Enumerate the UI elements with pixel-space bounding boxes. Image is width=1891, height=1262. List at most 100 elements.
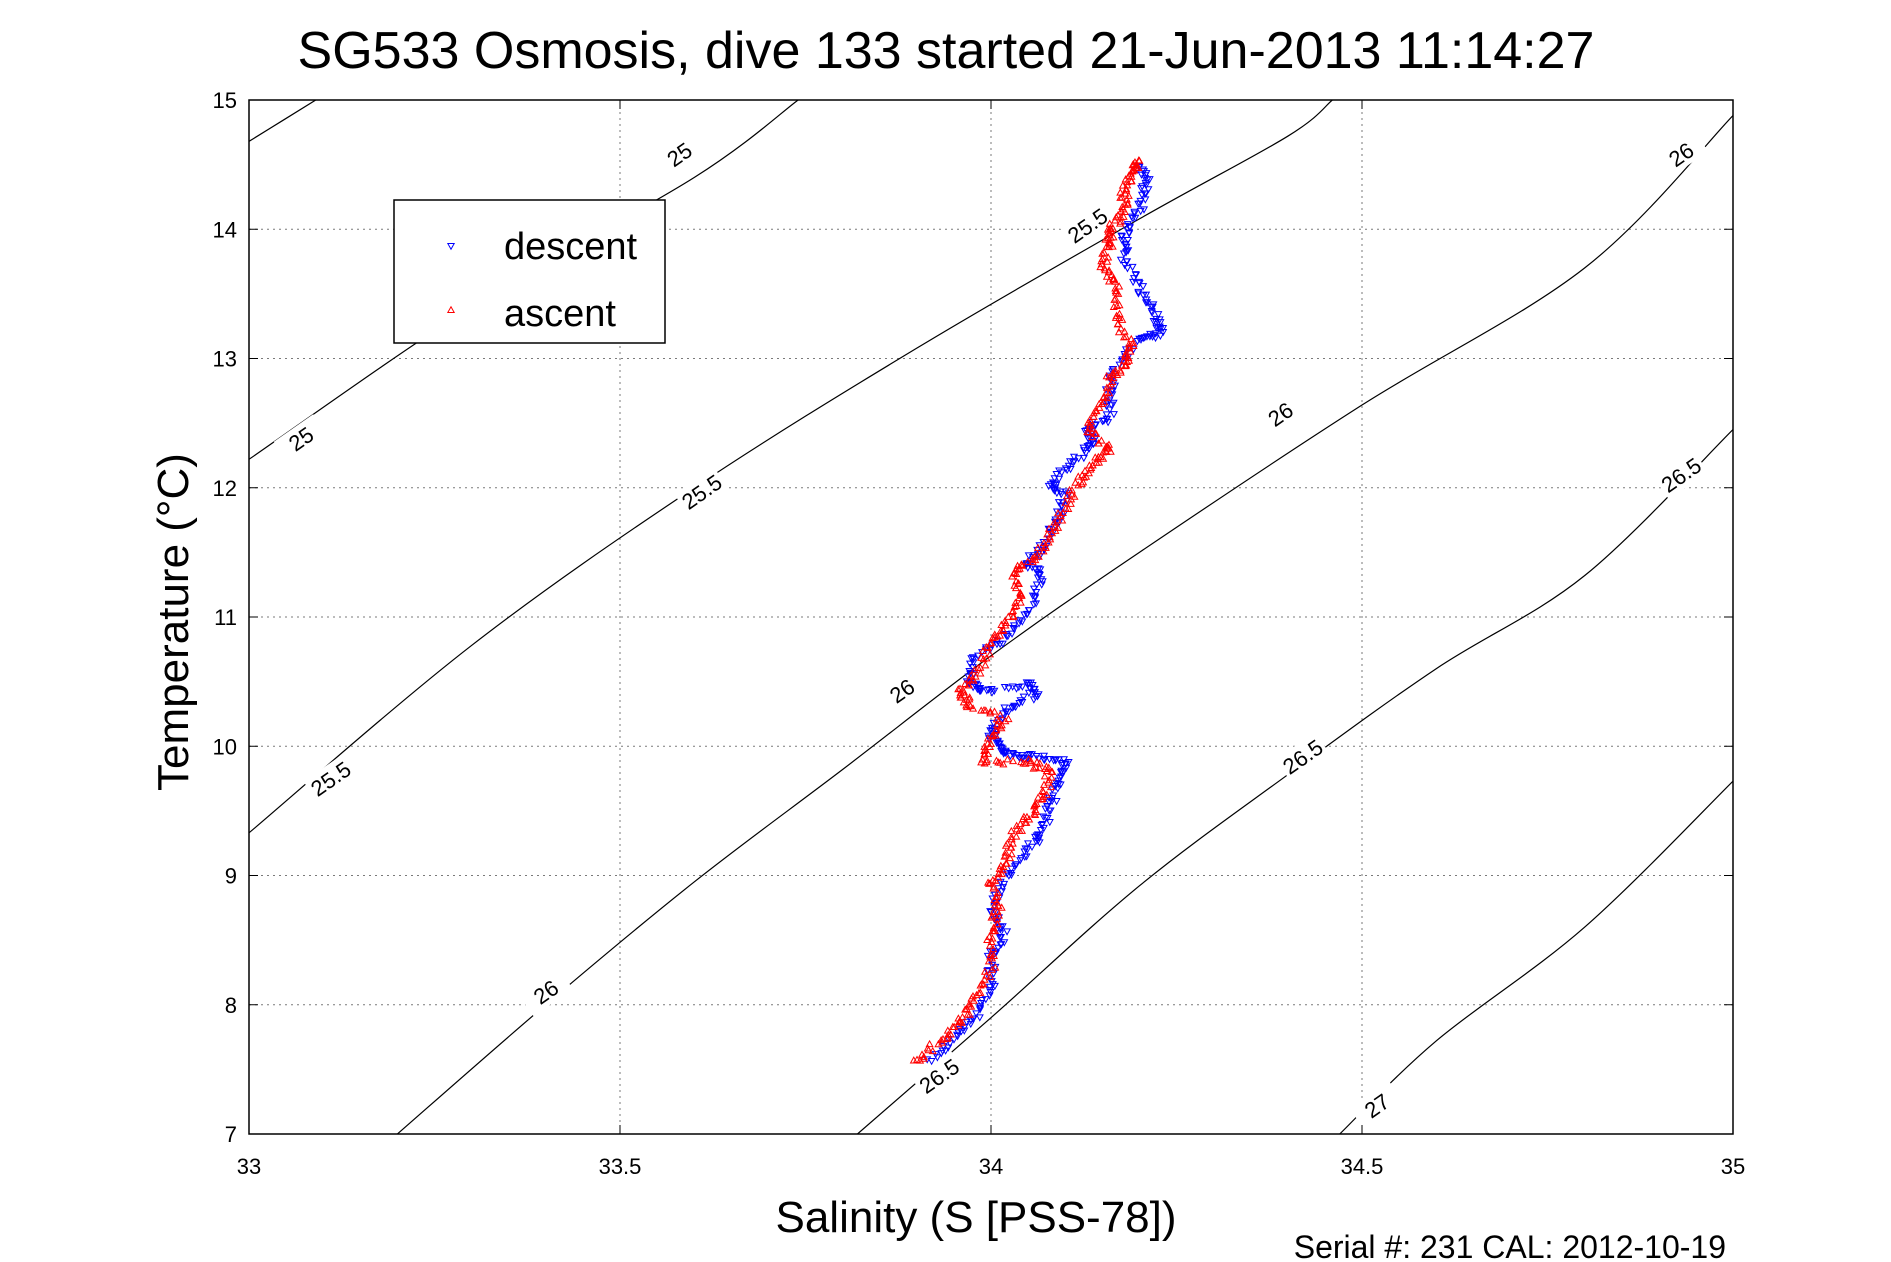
descent-point: [1137, 171, 1146, 179]
ascent-point: [1008, 607, 1017, 616]
ascent-point: [1088, 424, 1097, 432]
ascent-point: [1024, 755, 1033, 763]
ascent-point: [1114, 327, 1123, 336]
ascent-point: [1038, 786, 1047, 794]
descent-point: [1052, 798, 1061, 806]
descent-point: [1064, 758, 1073, 767]
descent-point: [1061, 465, 1070, 473]
descent-point: [1080, 428, 1090, 436]
ascent-point: [1104, 253, 1113, 261]
descent-point: [1134, 278, 1144, 287]
ascent-point: [1061, 498, 1070, 506]
descent-point: [973, 685, 982, 694]
descent-point: [1090, 422, 1099, 430]
ascent-point: [1121, 332, 1130, 340]
ascent-point: [1063, 491, 1072, 499]
ascent-point: [1118, 315, 1127, 323]
ascent-point: [1108, 370, 1118, 379]
ascent-point: [981, 661, 990, 669]
descent-point: [1079, 454, 1088, 463]
ascent-point: [994, 716, 1003, 725]
ascent-point: [1117, 361, 1126, 369]
descent-point: [1136, 207, 1145, 216]
ascent-point: [957, 1018, 966, 1026]
descent-point: [1045, 756, 1054, 764]
descent-point: [1139, 206, 1149, 214]
ascent-point: [1006, 843, 1015, 851]
ascent-point: [1095, 403, 1104, 411]
ascent-point: [1115, 309, 1124, 317]
ascent-point: [965, 700, 974, 708]
ascent-point: [1124, 356, 1134, 364]
x-ticks: 33 33.5 34 34.5 35: [237, 100, 1745, 1179]
descent-point: [985, 983, 994, 992]
ascent-point: [948, 1022, 957, 1030]
ascent-point: [977, 653, 986, 661]
ascent-point: [1092, 458, 1101, 466]
ascent-point: [1106, 223, 1115, 232]
ascent-point: [1011, 598, 1020, 606]
descent-point: [1108, 387, 1117, 395]
ascent-point: [1001, 618, 1010, 626]
ascent-point: [1104, 440, 1114, 448]
ascent-point: [1098, 249, 1107, 257]
ascent-point: [1017, 560, 1026, 568]
ascent-point: [1091, 429, 1100, 437]
ascent-point: [992, 714, 1001, 723]
ascent-point: [1111, 366, 1120, 374]
descent-point: [1032, 588, 1041, 597]
descent-point: [1007, 630, 1017, 638]
ascent-point: [1039, 792, 1048, 800]
ascent-point: [982, 654, 991, 662]
descent-point: [1117, 233, 1127, 241]
ascent-point: [925, 1039, 934, 1048]
descent-point: [1152, 315, 1161, 324]
ascent-point: [979, 654, 988, 663]
descent-point: [1032, 600, 1041, 608]
descent-point: [1121, 241, 1130, 249]
ascent-point: [1112, 311, 1121, 319]
ascent-point: [1101, 235, 1110, 243]
ascent-point: [994, 901, 1003, 910]
descent-point: [1031, 833, 1040, 842]
descent-point: [1039, 813, 1048, 821]
descent-point: [991, 909, 1000, 917]
ascent-point: [1017, 757, 1026, 766]
ascent-point: [988, 965, 997, 973]
descent-point: [969, 1015, 978, 1023]
descent-point: [1156, 319, 1165, 327]
descent-point: [989, 970, 998, 978]
ascent-point: [1053, 508, 1063, 517]
ascent-point: [1044, 524, 1054, 532]
ascent-point: [1102, 388, 1111, 396]
descent-point: [941, 1047, 950, 1055]
ascent-point: [985, 941, 995, 949]
ascent-point: [1123, 200, 1132, 208]
descent-point: [1108, 366, 1118, 374]
descent-point: [987, 978, 996, 986]
descent-point: [1045, 818, 1054, 827]
ascent-point: [964, 681, 973, 689]
descent-point: [1142, 182, 1151, 190]
ascent-point: [1113, 211, 1123, 219]
ascent-point: [1111, 294, 1120, 302]
ascent-point: [1042, 762, 1051, 770]
descent-point: [1010, 702, 1019, 711]
y-axis-label: Temperature (°C): [149, 453, 198, 791]
ascent-point: [983, 643, 992, 651]
descent-point: [1034, 565, 1043, 573]
ascent-point: [991, 731, 1000, 739]
ascent-point: [1116, 213, 1125, 221]
x-tick-label: 35: [1721, 1154, 1745, 1179]
descent-point: [1043, 803, 1052, 811]
descent-point: [1026, 679, 1035, 687]
ascent-point: [1102, 371, 1111, 380]
descent-point: [931, 1051, 940, 1059]
ascent-point: [1070, 492, 1079, 500]
ascent-point: [1012, 569, 1021, 577]
descent-point: [1024, 552, 1033, 560]
descent-point: [985, 987, 994, 995]
descent-point: [1006, 752, 1015, 760]
descent-point: [1022, 611, 1031, 619]
ascent-point: [1034, 793, 1043, 801]
